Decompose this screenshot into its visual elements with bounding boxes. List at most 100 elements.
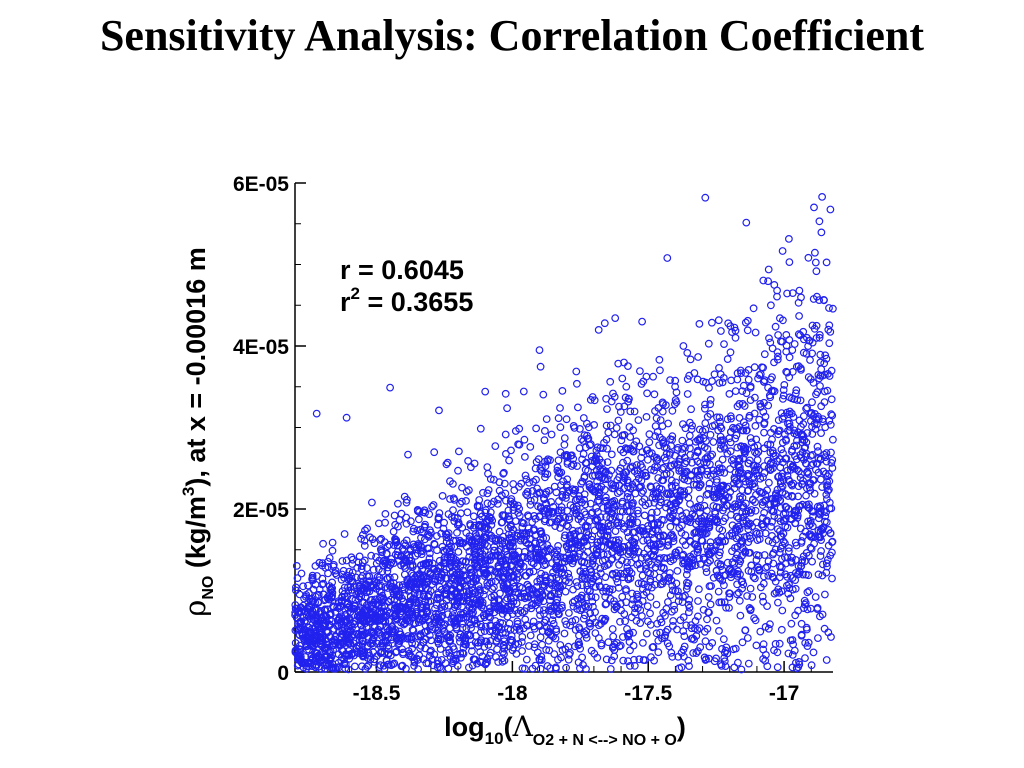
data-point [664,577,672,585]
data-point [521,471,530,480]
data-point [644,583,652,591]
data-point [720,648,729,657]
data-point [744,507,753,515]
data-point [773,525,782,533]
data-point [752,465,760,474]
data-point [700,627,709,636]
data-point [392,537,401,546]
data-point [521,453,529,461]
data-point [660,572,669,581]
data-point [678,551,687,560]
data-point [797,293,805,302]
data-point [779,316,787,325]
data-point [513,617,522,626]
data-point [594,326,603,334]
data-point [606,541,615,550]
data-point [331,632,340,640]
data-point [826,328,835,336]
data-point [759,498,767,507]
data-point [542,646,551,654]
data-point [469,608,478,617]
data-point [494,495,503,504]
data-point [695,554,703,563]
data-point [554,587,563,596]
data-point [777,532,786,541]
data-point [415,651,424,660]
data-point [405,651,413,660]
data-point [365,587,374,596]
y-tick-label: 2E-05 [233,499,289,522]
data-point [705,642,714,651]
data-point [328,538,337,547]
data-point [801,654,809,662]
data-point [693,467,702,475]
data-point [360,605,369,614]
data-point [476,541,485,550]
data-point [581,611,589,620]
data-point [469,512,478,521]
data-point [502,584,511,593]
data-point [591,516,600,525]
data-point [663,499,671,508]
data-point [685,662,693,670]
data-point [620,402,629,411]
data-point [573,462,581,471]
data-point [472,574,481,583]
data-point [706,452,715,461]
data-point [823,495,831,503]
data-point [485,513,494,521]
data-point [729,460,738,469]
data-point [330,636,339,644]
data-point [785,410,794,419]
data-point [344,665,353,674]
data-point [646,575,655,584]
data-point [824,325,833,334]
data-point [626,464,635,472]
data-point [675,455,684,464]
data-point [718,455,727,464]
data-point [687,554,696,562]
data-point [609,632,618,641]
data-point [731,387,740,396]
data-point [805,504,814,513]
data-point [647,483,656,492]
data-point [400,585,409,594]
data-point [357,534,366,543]
data-point [751,616,760,625]
data-point [465,591,473,599]
data-point [554,456,563,465]
data-point [416,632,425,641]
data-point [607,397,616,406]
data-point [500,479,509,488]
data-point [673,460,682,468]
data-point [692,520,700,528]
data-point [587,452,596,461]
data-point [814,570,823,579]
data-point [778,606,787,615]
data-point [628,500,636,508]
x-tick-label: -18 [497,682,528,705]
data-point [547,430,556,439]
data-point [339,639,348,648]
data-point [358,598,367,607]
data-point [645,430,654,439]
data-point [686,444,694,453]
data-point [767,301,775,310]
data-point [487,593,496,602]
data-point [367,601,376,610]
data-point [401,619,410,627]
data-point [695,320,704,328]
data-point [387,651,395,660]
data-point [814,468,823,477]
data-point [821,517,829,526]
data-point [432,613,441,621]
data-point [788,289,797,298]
data-point [552,574,561,583]
data-point [329,646,338,654]
data-point [470,521,479,530]
data-point [552,625,560,633]
data-point [527,554,535,562]
data-point [353,563,362,572]
data-point [556,641,565,649]
data-point [384,641,393,650]
